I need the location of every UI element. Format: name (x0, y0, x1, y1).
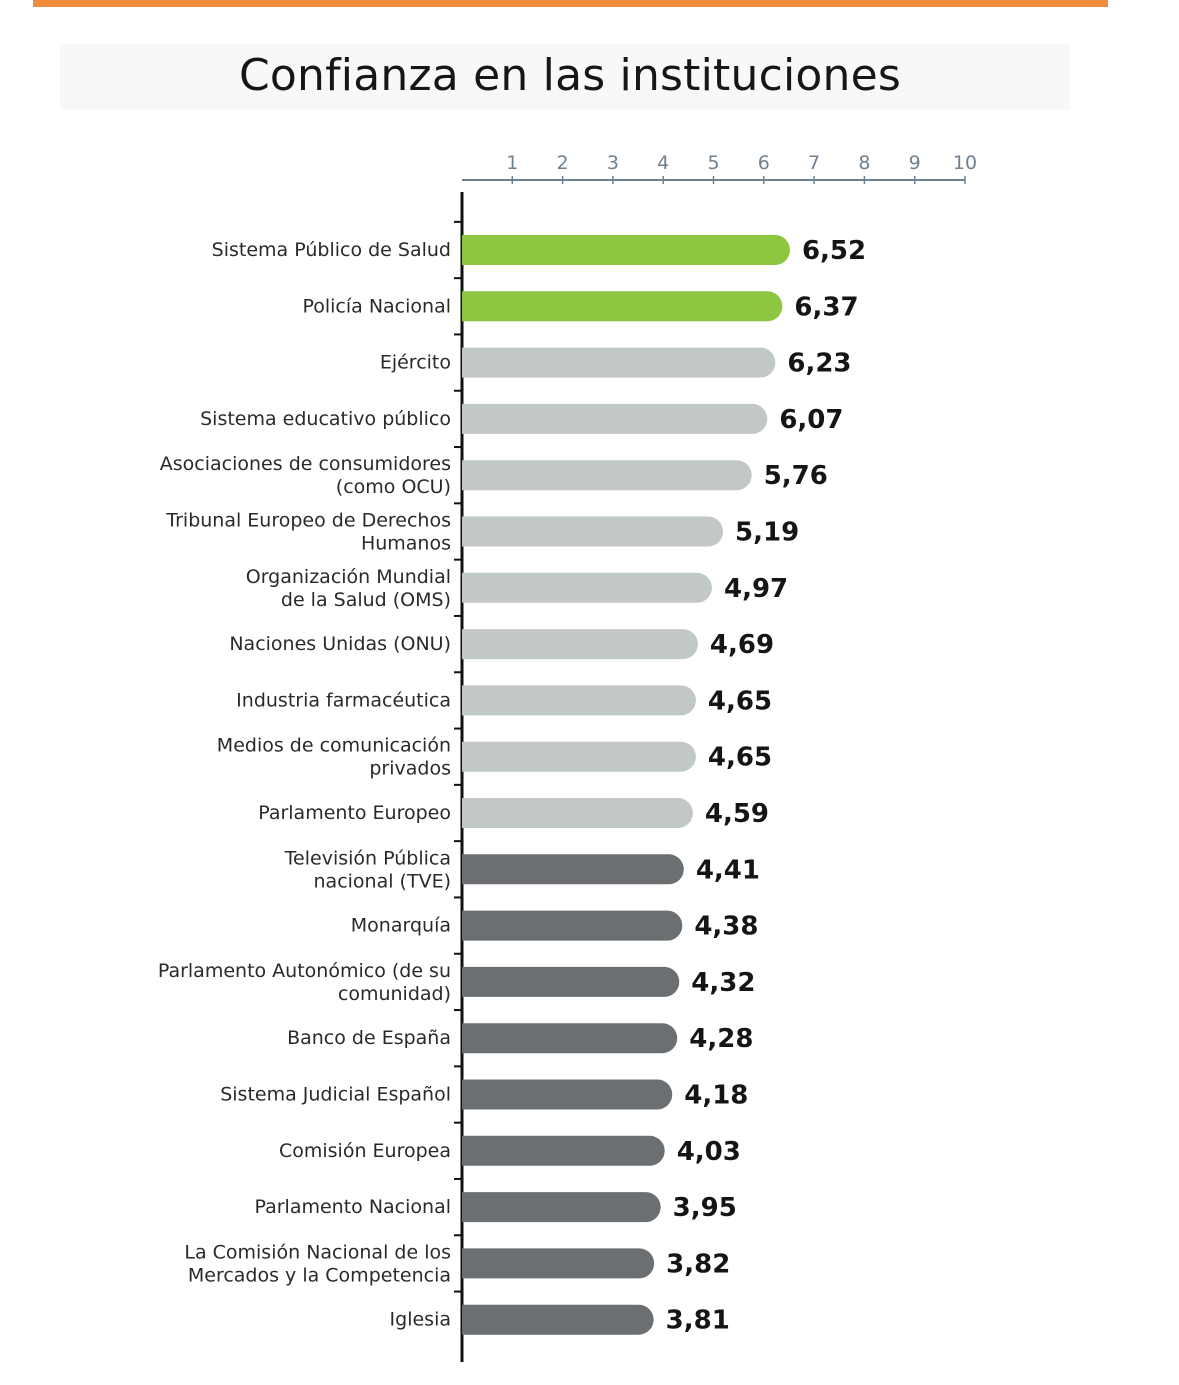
tick-label: 5 (707, 152, 719, 174)
bar (462, 460, 752, 491)
category-label: Medios de comunicación (217, 735, 451, 757)
value-label: 4,32 (691, 968, 755, 998)
bar (462, 854, 684, 885)
tick-label: 3 (607, 152, 619, 174)
bar (462, 1304, 654, 1335)
category-label: Sistema Judicial Español (220, 1084, 451, 1106)
bar (462, 1192, 661, 1223)
tick-label: 2 (557, 152, 569, 174)
title-band (60, 44, 1070, 110)
bar (462, 798, 693, 828)
top-accent-rule (33, 0, 1108, 7)
value-label: 5,19 (735, 518, 799, 548)
category-label: Comisión Europea (279, 1140, 451, 1162)
tick-label: 9 (909, 152, 921, 174)
bar (462, 685, 696, 716)
tick-label: 10 (953, 152, 977, 174)
category-label: Parlamento Europeo (258, 802, 451, 824)
category-label: de la Salud (OMS) (281, 589, 451, 611)
value-label: 4,28 (689, 1024, 753, 1054)
bar (462, 403, 768, 434)
category-label: Policía Nacional (302, 295, 451, 317)
value-label: 3,81 (666, 1306, 730, 1336)
bar (462, 1135, 665, 1166)
value-label: 4,69 (710, 630, 774, 660)
category-label: Iglesia (390, 1309, 451, 1331)
value-label: 3,95 (673, 1193, 737, 1223)
value-label: 4,59 (705, 799, 769, 829)
category-label: Monarquía (351, 915, 451, 937)
value-label: 4,03 (677, 1137, 741, 1167)
value-label: 6,52 (802, 236, 866, 266)
bar (462, 1248, 655, 1279)
category-label: Ejército (380, 352, 451, 374)
category-label: Organización Mundial (246, 566, 451, 588)
value-label: 3,82 (666, 1249, 730, 1279)
category-label: Asociaciones de consumidores (160, 453, 451, 475)
category-label: nacional (TVE) (314, 870, 451, 892)
category-label: Tribunal Europeo de Derechos (165, 510, 451, 532)
category-label: Televisión Pública (284, 847, 451, 869)
bar (462, 629, 698, 660)
bar (462, 235, 790, 265)
value-label: 4,38 (694, 912, 758, 942)
bar (462, 516, 724, 547)
bar (462, 741, 696, 772)
value-label: 6,23 (787, 349, 851, 379)
category-label: Sistema educativo público (200, 408, 451, 430)
chart-title: Confianza en las instituciones (238, 50, 902, 101)
category-label: Sistema Público de Salud (212, 239, 451, 261)
tick-label: 7 (808, 152, 820, 174)
bar (462, 966, 680, 997)
tick-label: 4 (657, 152, 669, 174)
category-label: comunidad) (338, 983, 451, 1005)
tick-label: 6 (758, 152, 770, 174)
category-label: Industria farmacéutica (236, 689, 451, 711)
value-label: 4,65 (708, 743, 772, 773)
category-label: Banco de España (287, 1027, 451, 1049)
category-label: privados (369, 758, 451, 780)
category-label: Humanos (361, 533, 451, 555)
bar (462, 1079, 673, 1110)
value-label: 4,65 (708, 686, 772, 716)
value-label: 4,41 (696, 855, 760, 885)
tick-label: 1 (506, 152, 518, 174)
category-label: Naciones Unidas (ONU) (229, 633, 451, 655)
category-label: Parlamento Nacional (254, 1196, 451, 1218)
bar (462, 910, 683, 941)
bar (462, 1023, 678, 1054)
category-label: (como OCU) (336, 476, 451, 498)
value-label: 6,37 (794, 292, 858, 322)
value-label: 4,97 (724, 574, 788, 604)
category-label: La Comisión Nacional de los (184, 1241, 451, 1263)
value-label: 6,07 (779, 405, 843, 435)
bar (462, 347, 776, 378)
value-label: 5,76 (764, 461, 828, 491)
bar (462, 291, 783, 322)
category-label: Mercados y la Competencia (188, 1264, 451, 1286)
bar (462, 572, 712, 603)
category-label: Parlamento Autonómico (de su (158, 960, 451, 982)
value-label: 4,18 (684, 1081, 748, 1111)
tick-label: 8 (858, 152, 870, 174)
